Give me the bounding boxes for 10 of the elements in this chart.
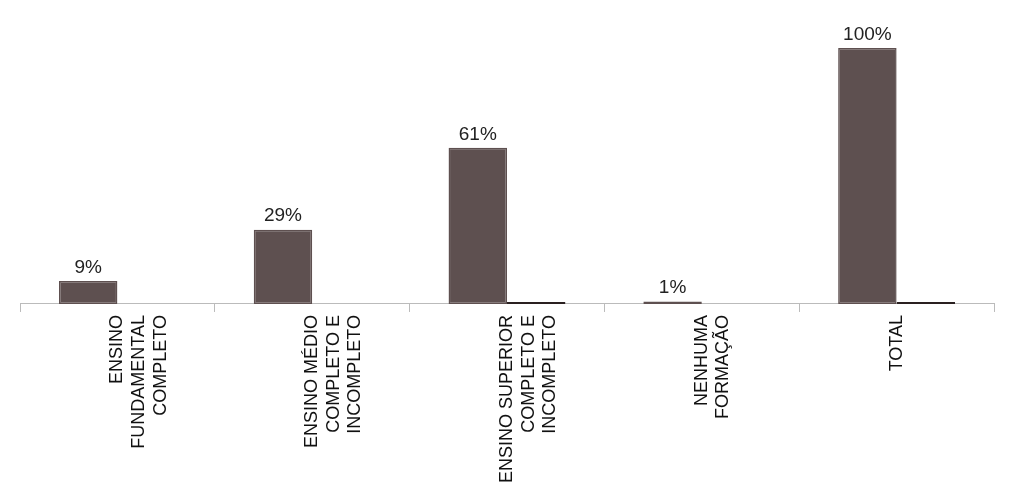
data-label: 29% bbox=[263, 204, 303, 226]
x-tick-label: ENSINO FUNDAMENTAL COMPLETO bbox=[106, 314, 170, 449]
x-tick-label: NENHUMA FORMAÇÃO bbox=[690, 314, 733, 419]
data-label: 100% bbox=[843, 22, 892, 44]
x-tick-label: ENSINO SUPERIOR COMPLETO E INCOMPLETO bbox=[495, 314, 560, 483]
data-label: 9% bbox=[74, 255, 103, 277]
data-label: 1% bbox=[658, 276, 687, 298]
data-label: 61% bbox=[458, 122, 497, 144]
x-tick-label: ENSINO MÉDIO COMPLETO E INCOMPLETO bbox=[301, 314, 365, 448]
x-tick-label: TOTAL bbox=[885, 314, 906, 372]
